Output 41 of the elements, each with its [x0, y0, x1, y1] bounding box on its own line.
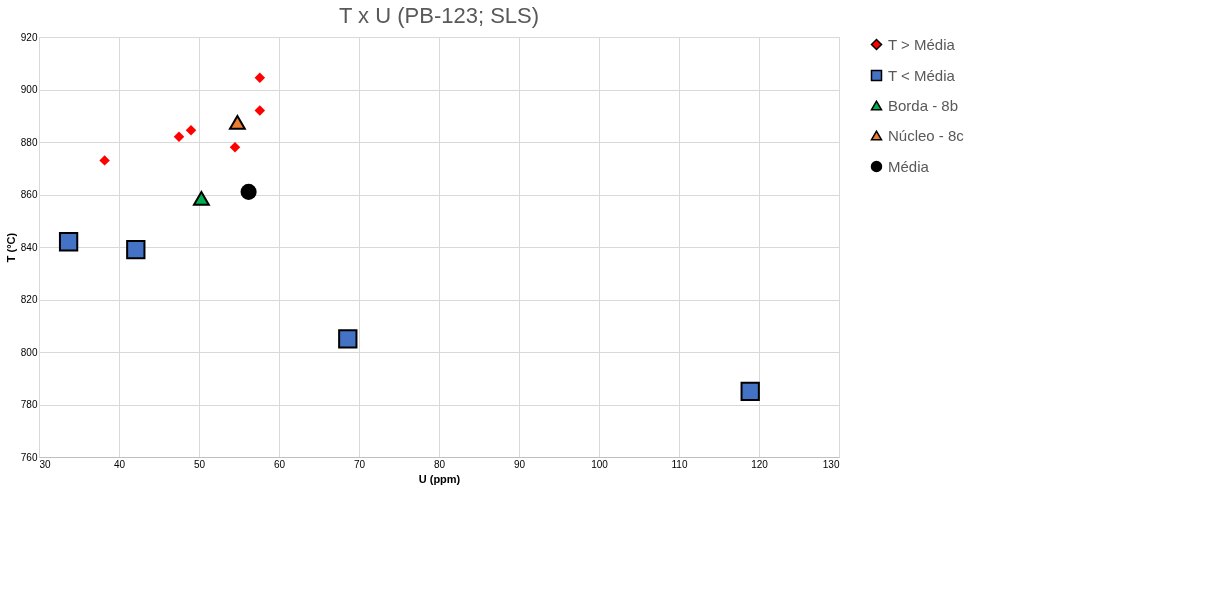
point: [338, 329, 358, 349]
legend-label: Núcleo - 8c: [888, 126, 965, 144]
point: [58, 232, 79, 252]
point: [229, 142, 241, 153]
x-tick-label: 80: [433, 458, 446, 470]
legend-label: Média: [888, 157, 930, 175]
legend-label: T > Média: [888, 35, 956, 53]
x-tick-label: 40: [113, 458, 126, 470]
point: [240, 183, 257, 200]
y-tick-label: 840: [20, 241, 38, 253]
y-tick-label: 760: [20, 451, 38, 463]
x-tick-label: 130: [822, 458, 840, 470]
x-tick-label: 70: [353, 458, 366, 470]
x-axis-title: U (ppm): [418, 472, 461, 485]
legend-label: T < Média: [888, 66, 956, 84]
point: [254, 105, 266, 116]
x-tick-label: 30: [39, 458, 52, 470]
y-tick-label: 780: [20, 399, 38, 410]
legend-label: Borda - 8b: [888, 96, 959, 114]
point: [740, 381, 760, 402]
y-tick-label: 880: [20, 136, 38, 148]
y-tick-label: 860: [20, 189, 38, 200]
point: [173, 131, 185, 142]
x-tick-label: 50: [193, 458, 206, 470]
x-tick-label: 120: [751, 458, 769, 470]
y-tick-label: 820: [20, 294, 38, 305]
point: [185, 124, 197, 136]
x-tick-label: 100: [591, 458, 609, 470]
point: [228, 114, 246, 130]
chart-title: T x U (PB-123; SLS): [338, 3, 540, 28]
x-tick-label: 60: [273, 458, 286, 470]
point: [99, 155, 110, 166]
y-tick-label: 800: [20, 346, 38, 358]
y-tick-label: 900: [20, 84, 38, 95]
x-tick-label: 110: [671, 458, 688, 470]
point: [126, 239, 146, 260]
x-tick-label: 90: [513, 458, 526, 470]
point: [254, 72, 266, 83]
point: [192, 191, 210, 206]
y-tick-label: 920: [20, 31, 38, 43]
y-axis-title: T (°C): [4, 232, 17, 263]
